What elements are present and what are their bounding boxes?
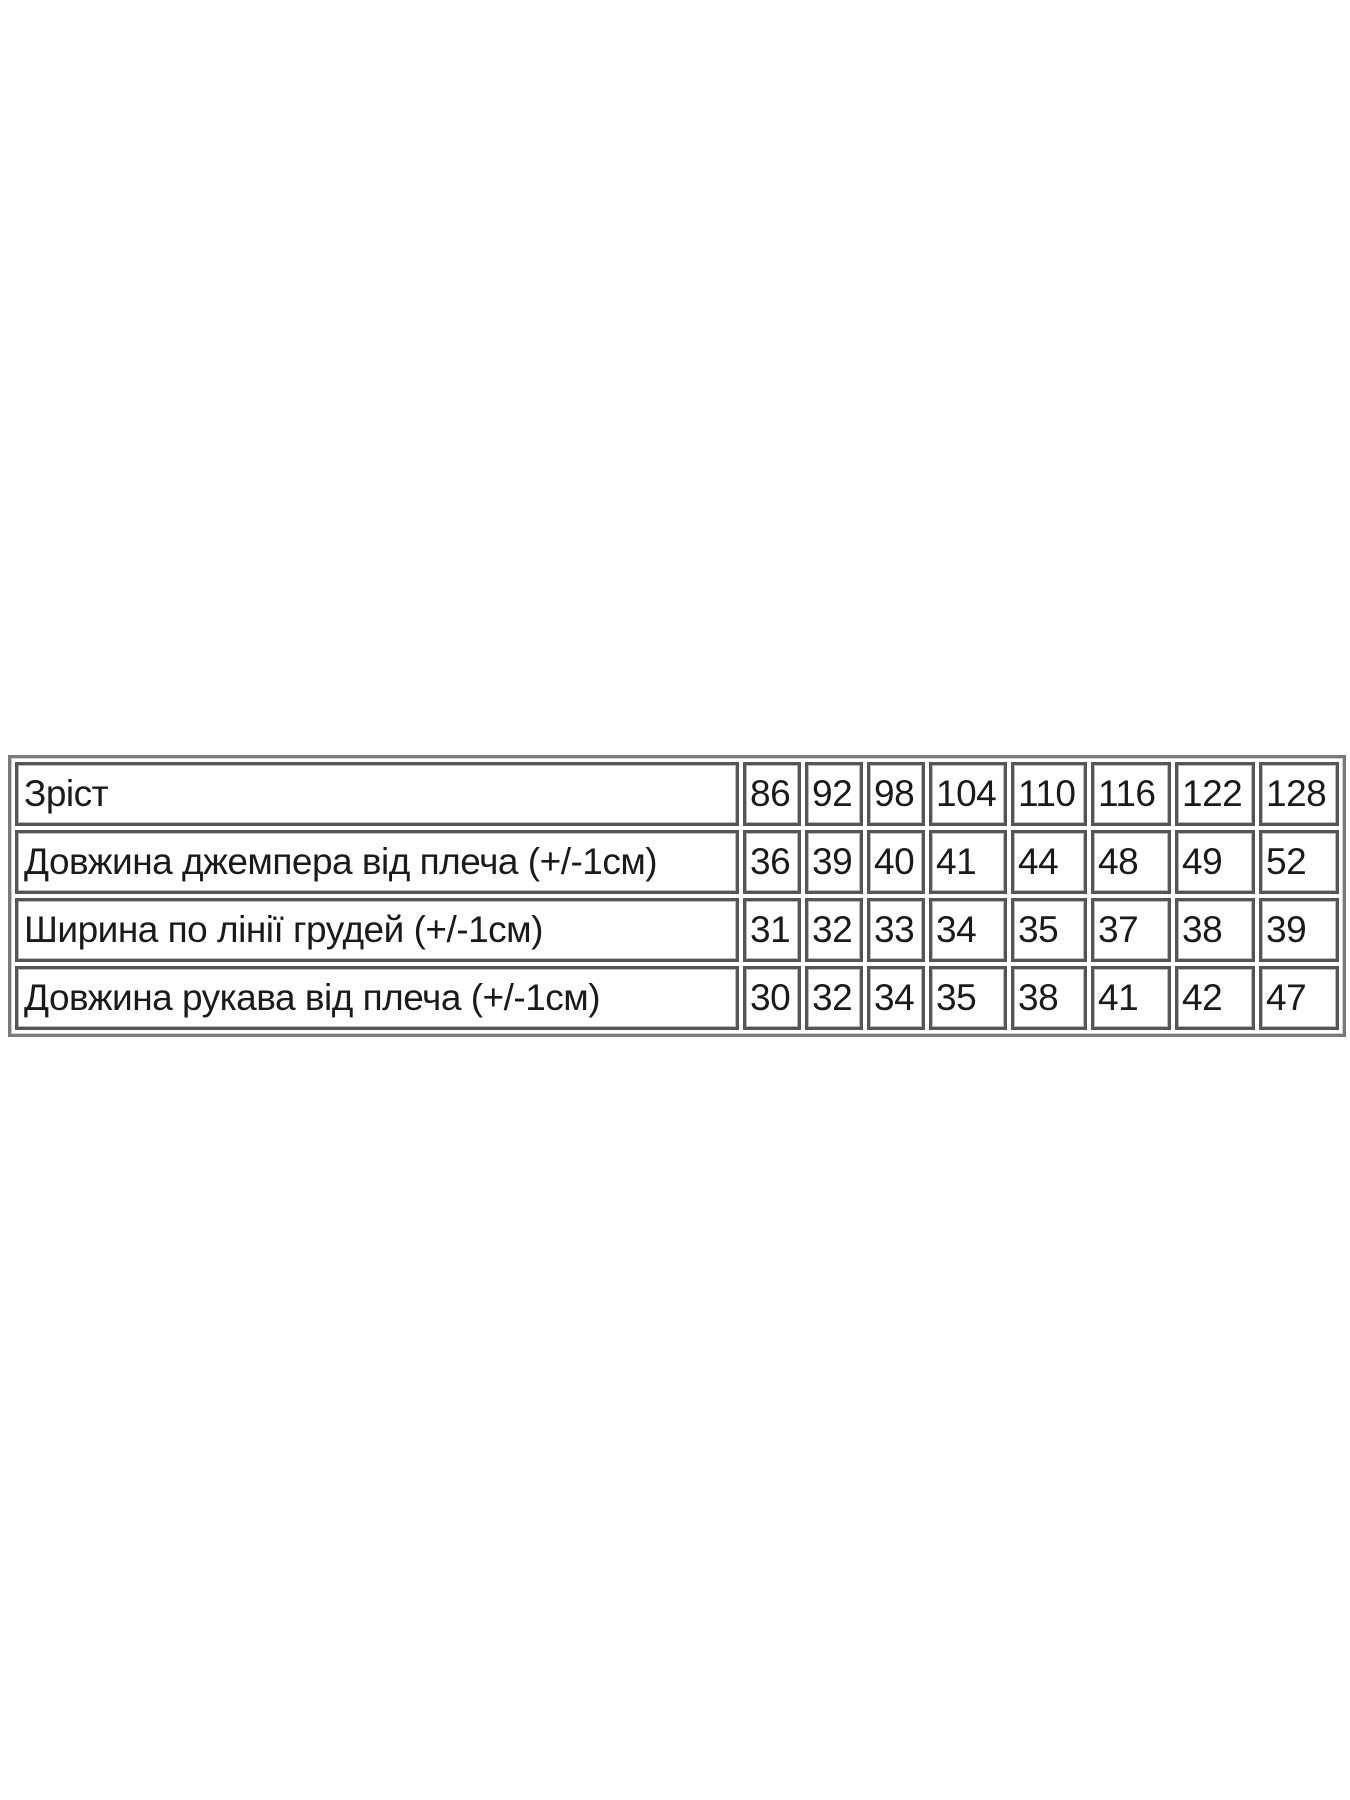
measurement-cell: 48 [1091,830,1171,894]
measurement-cell: 33 [867,898,925,962]
measurement-cell: 38 [1011,966,1087,1030]
size-header-cell: 86 [743,762,801,826]
row-label: Довжина джемпера від плеча (+/-1см) [15,830,739,894]
size-header-cell: 128 [1259,762,1339,826]
measurement-cell: 44 [1011,830,1087,894]
measurement-cell: 30 [743,966,801,1030]
measurement-cell: 32 [805,966,863,1030]
size-header-cell: 122 [1175,762,1255,826]
measurement-cell: 34 [929,898,1007,962]
measurement-cell: 41 [929,830,1007,894]
row-label: Зріст [15,762,739,826]
measurement-cell: 38 [1175,898,1255,962]
measurement-cell: 34 [867,966,925,1030]
table-row: Довжина джемпера від плеча (+/-1см) 36 39 4… [15,830,1339,894]
size-header-cell: 110 [1011,762,1087,826]
size-header-cell: 104 [929,762,1007,826]
measurement-cell: 36 [743,830,801,894]
measurement-cell: 32 [805,898,863,962]
size-chart-table: Зріст 86 92 98 104 110 116 122 128 Довжина джемпе… [8,755,1346,1037]
table-row: Ширина по лінії грудей (+/-1см) 31 32 33 34 3… [15,898,1339,962]
size-header-cell: 116 [1091,762,1171,826]
size-header-cell: 98 [867,762,925,826]
measurement-cell: 39 [805,830,863,894]
measurement-cell: 40 [867,830,925,894]
measurement-cell: 31 [743,898,801,962]
measurement-cell: 39 [1259,898,1339,962]
size-header-cell: 92 [805,762,863,826]
row-label: Довжина рукава від плеча (+/-1см) [15,966,739,1030]
row-label: Ширина по лінії грудей (+/-1см) [15,898,739,962]
measurement-cell: 41 [1091,966,1171,1030]
measurement-cell: 52 [1259,830,1339,894]
header-row-height: Зріст 86 92 98 104 110 116 122 128 [15,762,1339,826]
measurement-cell: 47 [1259,966,1339,1030]
measurement-cell: 37 [1091,898,1171,962]
measurement-cell: 35 [929,966,1007,1030]
measurement-cell: 42 [1175,966,1255,1030]
table-row: Довжина рукава від плеча (+/-1см) 30 32 34 3… [15,966,1339,1030]
measurement-cell: 35 [1011,898,1087,962]
measurement-cell: 49 [1175,830,1255,894]
